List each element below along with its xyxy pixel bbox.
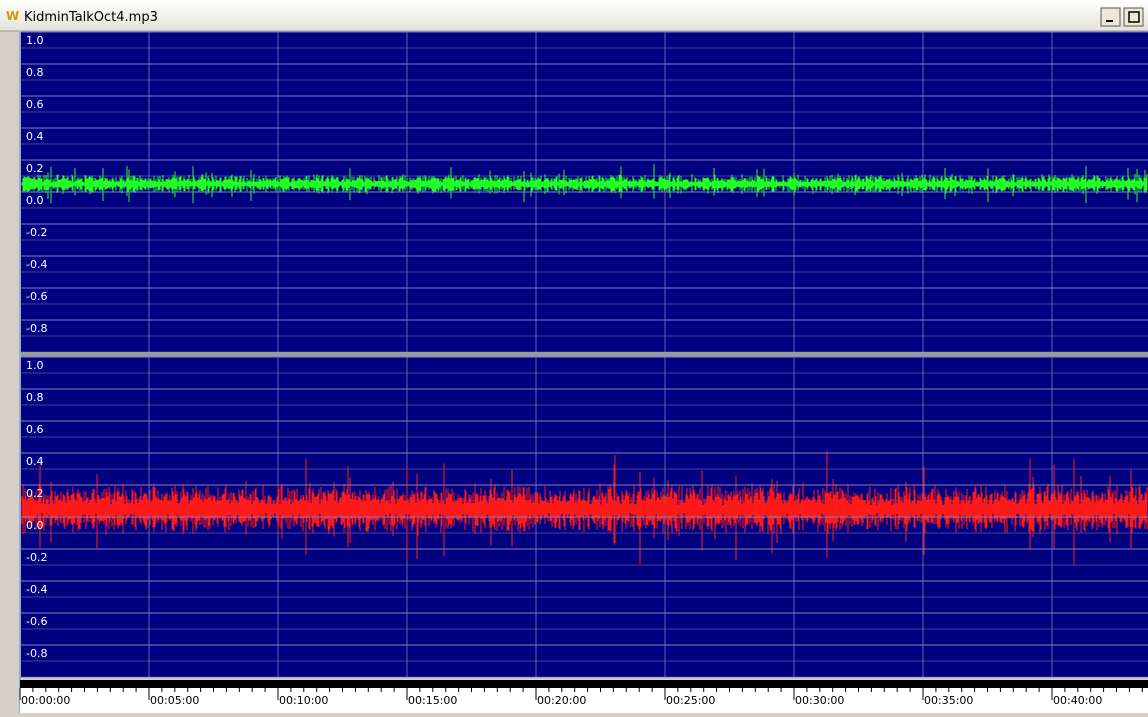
time-label: 00:40:00 — [1053, 694, 1102, 707]
y-tick-label: 0.8 — [26, 391, 44, 404]
waveform — [21, 163, 1148, 204]
y-tick-label: 0.2 — [26, 487, 44, 500]
y-tick-label: 0.6 — [26, 423, 44, 436]
y-tick-label: -0.8 — [26, 322, 47, 335]
y-tick-label: -0.4 — [26, 258, 47, 271]
timeline — [20, 688, 1148, 713]
y-tick-label: 0.8 — [26, 66, 44, 79]
left-margin — [0, 32, 20, 713]
time-label: 00:20:00 — [537, 694, 586, 707]
time-label: 00:15:00 — [408, 694, 457, 707]
y-tick-label: 1.0 — [26, 359, 44, 372]
y-tick-label: -0.2 — [26, 551, 47, 564]
channel-divider — [21, 352, 1148, 357]
time-label: 00:00:00 — [21, 694, 70, 707]
time-label: 00:35:00 — [924, 694, 973, 707]
window-title: KidminTalkOct4.mp3 — [24, 10, 158, 25]
maximize-icon — [1128, 11, 1140, 23]
y-tick-label: 0.4 — [26, 130, 44, 143]
y-tick-label: -0.4 — [26, 583, 47, 596]
app-icon: W — [6, 9, 19, 23]
y-tick-label: 0.6 — [26, 98, 44, 111]
maximize-button[interactable] — [1123, 7, 1144, 27]
y-tick-label: 0.0 — [26, 519, 44, 532]
y-tick-label: -0.8 — [26, 647, 47, 660]
time-label: 00:05:00 — [150, 694, 199, 707]
y-tick-label: 0.4 — [26, 455, 44, 468]
y-tick-label: -0.2 — [26, 226, 47, 239]
y-tick-label: -0.6 — [26, 615, 47, 628]
y-tick-label: 1.0 — [26, 34, 44, 47]
y-tick-label: 0.2 — [26, 162, 44, 175]
waveform — [21, 450, 1148, 566]
y-tick-label: -0.6 — [26, 290, 47, 303]
y-tick-label: 0.0 — [26, 194, 44, 207]
minimize-button[interactable] — [1100, 7, 1121, 27]
time-label: 00:25:00 — [666, 694, 715, 707]
time-label: 00:10:00 — [279, 694, 328, 707]
time-label: 00:30:00 — [795, 694, 844, 707]
timeline-bar — [20, 680, 1148, 688]
title-bar — [0, 0, 1148, 31]
